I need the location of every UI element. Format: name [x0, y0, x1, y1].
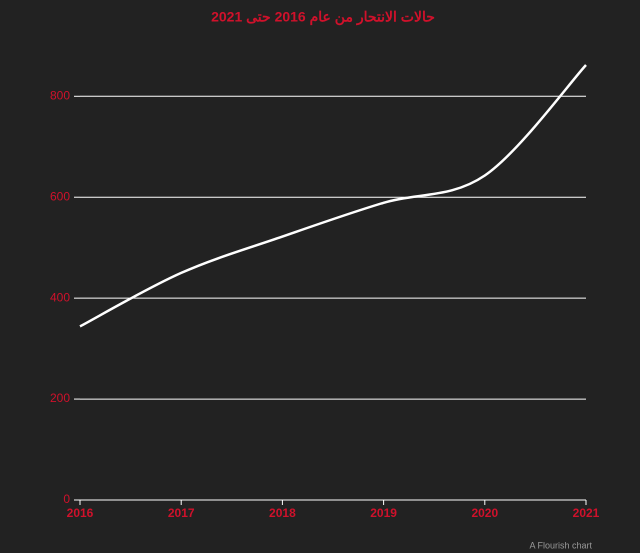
chart-title: حالات الانتحار من عام 2016 حتى 2021 — [211, 9, 435, 26]
x-tick-label: 2018 — [269, 506, 296, 520]
x-tick-label: 2020 — [471, 506, 498, 520]
y-tick-label: 800 — [50, 88, 70, 102]
x-tick-label: 2019 — [370, 506, 397, 520]
y-tick-label: 400 — [50, 290, 70, 304]
y-tick-label: 0 — [63, 492, 70, 506]
line — [79, 64, 587, 328]
y-tick-label: 600 — [50, 189, 70, 203]
y-tick-label: 200 — [50, 391, 70, 405]
credit: A Flourish chart — [529, 540, 592, 550]
x-tick-label: 2016 — [67, 506, 94, 520]
x-tick-label: 2021 — [573, 506, 600, 520]
x-tick-label: 2017 — [168, 506, 195, 520]
